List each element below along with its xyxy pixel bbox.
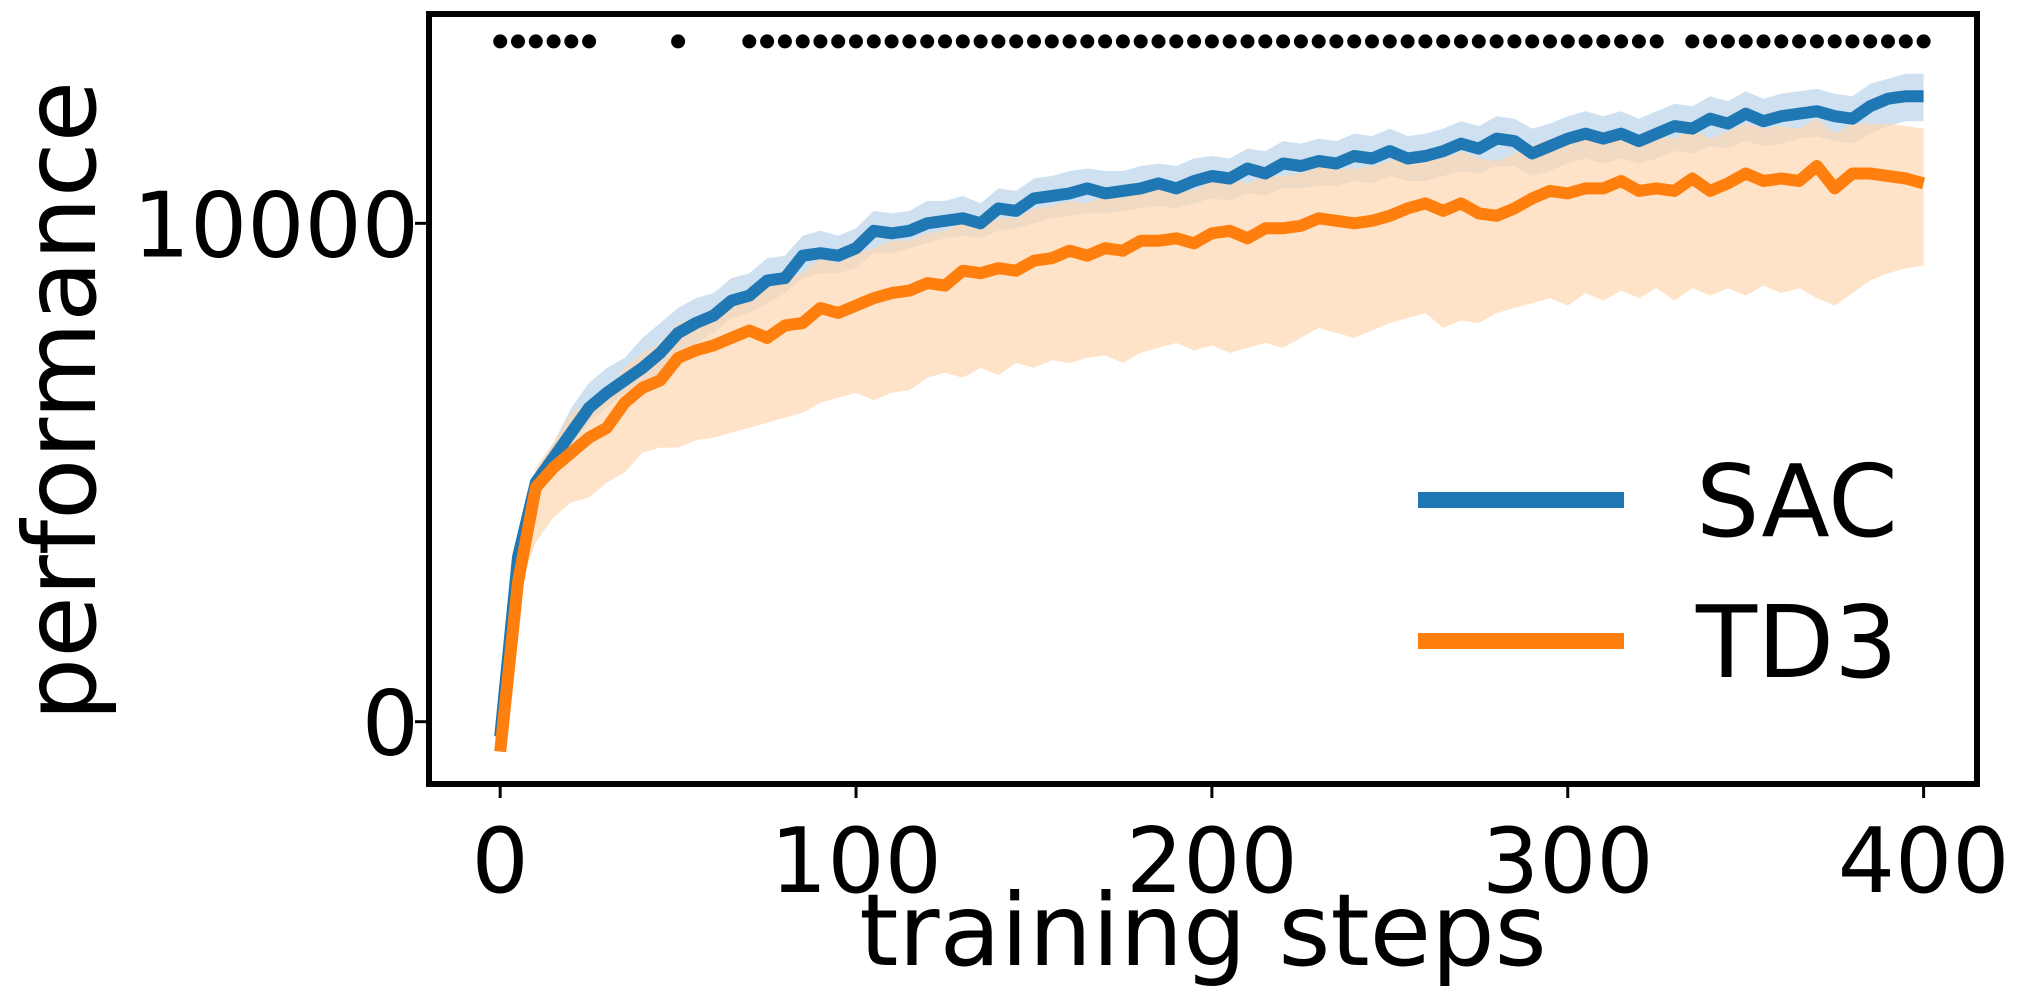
significance-marker	[955, 34, 970, 49]
significance-marker	[1258, 34, 1273, 49]
significance-marker	[1454, 34, 1468, 49]
significance-marker	[1133, 34, 1148, 49]
significance-marker	[1027, 34, 1041, 49]
significance-marker	[1560, 34, 1575, 49]
significance-marker	[1151, 34, 1166, 49]
x-tick-label: 400	[1838, 809, 2010, 914]
significance-marker	[1649, 34, 1664, 49]
significance-marker	[884, 34, 899, 49]
significance-marker	[902, 34, 917, 49]
significance-marker	[1685, 34, 1700, 49]
significance-marker	[1436, 34, 1451, 49]
significance-marker	[742, 34, 757, 49]
significance-marker	[777, 34, 792, 49]
significance-marker	[1062, 34, 1077, 49]
significance-marker	[1756, 34, 1771, 49]
y-axis-ticks: 0 10000	[133, 173, 429, 777]
x-tick-label: 0	[472, 809, 529, 914]
significance-marker	[866, 34, 881, 49]
significance-marker	[1898, 34, 1913, 49]
significance-marker	[1596, 34, 1611, 49]
significance-marker	[760, 34, 775, 49]
significance-marker	[1400, 34, 1415, 49]
significance-marker	[1809, 34, 1824, 49]
sac-confidence-band	[500, 73, 1924, 737]
significance-marker	[795, 34, 810, 49]
significance-marker	[849, 34, 863, 49]
significance-marker	[1614, 34, 1629, 49]
significance-marker	[1347, 34, 1362, 49]
significance-marker	[1187, 34, 1202, 49]
y-tick-label: 10000	[133, 173, 419, 278]
significance-marker	[1169, 34, 1184, 49]
confidence-bands	[500, 73, 1924, 752]
significance-marker	[1098, 34, 1113, 49]
significance-marker	[831, 34, 846, 49]
significance-marker	[1204, 34, 1219, 49]
significance-marker	[1276, 34, 1291, 49]
significance-marker	[1631, 34, 1646, 49]
x-tick-label: 300	[1482, 809, 1654, 914]
x-axis-label: training steps	[859, 872, 1547, 989]
significance-marker	[1827, 34, 1842, 49]
significance-marker	[1311, 34, 1326, 49]
significance-marker	[1738, 34, 1753, 49]
significance-marker	[1720, 34, 1735, 49]
significance-marker	[1916, 34, 1931, 49]
sac-line	[494, 90, 1924, 738]
significance-marker	[564, 34, 579, 49]
y-tick-label: 0	[362, 672, 419, 777]
significance-marker	[493, 34, 508, 49]
significance-marker	[1792, 34, 1807, 49]
significance-marker	[938, 34, 952, 49]
significance-marker	[671, 34, 686, 49]
legend-label-sac: SAC	[1696, 443, 1898, 560]
x-tick-label: 200	[1126, 809, 1298, 914]
significance-marker	[1080, 34, 1095, 49]
legend-label-td3: TD3	[1695, 584, 1898, 701]
legend: SAC TD3	[1418, 443, 1898, 701]
significance-marker	[546, 34, 561, 49]
significance-marker	[1382, 34, 1397, 49]
x-tick-label: 100	[770, 809, 942, 914]
significance-marker	[1418, 34, 1433, 49]
significance-marker	[511, 34, 525, 49]
significance-marker	[1329, 34, 1344, 49]
significance-marker	[582, 34, 597, 49]
significance-marker	[1578, 34, 1593, 49]
significance-marker	[1774, 34, 1789, 49]
significance-marker	[1489, 34, 1504, 49]
significance-marker	[973, 34, 988, 49]
td3-line	[494, 160, 1926, 753]
significance-marker	[1703, 34, 1718, 49]
significance-marker	[1009, 34, 1024, 49]
significance-marker	[1293, 34, 1308, 49]
significance-marker	[1115, 34, 1130, 49]
significance-markers	[493, 34, 1931, 49]
significance-marker	[920, 34, 935, 49]
significance-marker	[1365, 34, 1379, 49]
significance-marker	[1044, 34, 1059, 49]
significance-marker	[1507, 34, 1522, 49]
significance-marker	[1845, 34, 1860, 49]
significance-marker	[1525, 34, 1540, 49]
td3-confidence-band	[500, 118, 1924, 752]
y-axis-label: performance	[2, 81, 119, 721]
significance-marker	[1881, 34, 1895, 49]
plot-frame	[426, 11, 1980, 787]
significance-marker	[1471, 34, 1486, 49]
x-axis-ticks: 0 100 200 300 400	[472, 784, 2010, 914]
significance-marker	[813, 34, 828, 49]
significance-marker	[1543, 34, 1557, 49]
significance-marker	[528, 34, 543, 49]
series-lines	[494, 90, 1926, 753]
significance-marker	[991, 34, 1006, 49]
significance-marker	[1240, 34, 1255, 49]
significance-marker	[1863, 34, 1878, 49]
significance-marker	[1222, 34, 1237, 49]
